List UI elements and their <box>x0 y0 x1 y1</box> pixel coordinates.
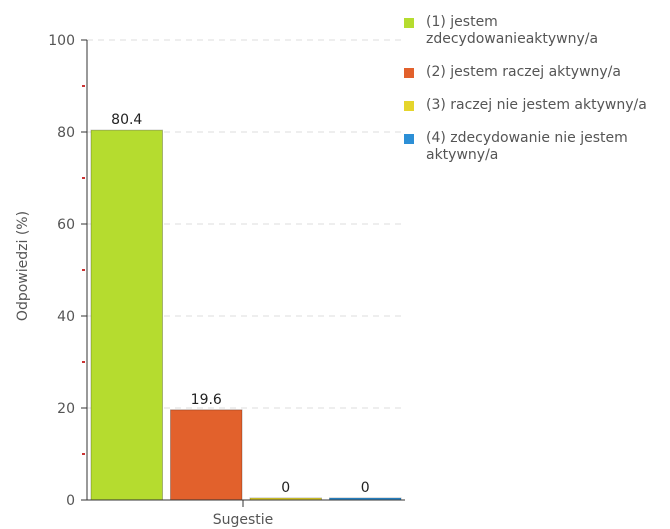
data-labels: 80.4 19.6 0 0 <box>111 112 370 496</box>
legend-label: (3) raczej nie jestem aktywny/a <box>426 97 647 113</box>
data-label: 19.6 <box>191 392 222 408</box>
x-axis-title: Sugestie <box>213 512 274 528</box>
axes <box>86 40 405 507</box>
data-label: 0 <box>361 480 370 496</box>
y-tick-label: 20 <box>57 401 75 417</box>
y-tick-label: 40 <box>57 309 75 325</box>
legend-item: (4) zdecydowanie nie jestem aktywny/a <box>404 130 666 164</box>
legend-swatch <box>404 101 414 111</box>
legend-item: (3) raczej nie jestem aktywny/a <box>404 97 666 114</box>
y-tick-label: 80 <box>57 125 75 141</box>
y-tick-label: 0 <box>66 493 75 509</box>
bar <box>170 409 243 501</box>
legend-label: (2) jestem raczej aktywny/a <box>426 64 621 80</box>
legend-label: (1) jestem zdecydowanieaktywny/a <box>426 14 599 47</box>
bar <box>90 129 163 501</box>
data-label: 80.4 <box>111 112 142 128</box>
legend: (1) jestem zdecydowanieaktywny/a (2) jes… <box>404 14 666 180</box>
legend-swatch <box>404 134 414 144</box>
gridlines <box>87 39 405 409</box>
y-ticks: 0 20 40 60 80 100 <box>48 33 87 509</box>
y-tick-label: 100 <box>48 33 75 49</box>
y-axis-title: Odpowiedzi (%) <box>15 211 31 321</box>
bars <box>90 129 402 501</box>
data-label: 0 <box>281 480 290 496</box>
legend-label: (4) zdecydowanie nie jestem aktywny/a <box>426 130 628 163</box>
legend-swatch <box>404 68 414 78</box>
legend-item: (1) jestem zdecydowanieaktywny/a <box>404 14 666 48</box>
legend-item: (2) jestem raczej aktywny/a <box>404 64 666 81</box>
y-tick-label: 60 <box>57 217 75 233</box>
legend-swatch <box>404 18 414 28</box>
